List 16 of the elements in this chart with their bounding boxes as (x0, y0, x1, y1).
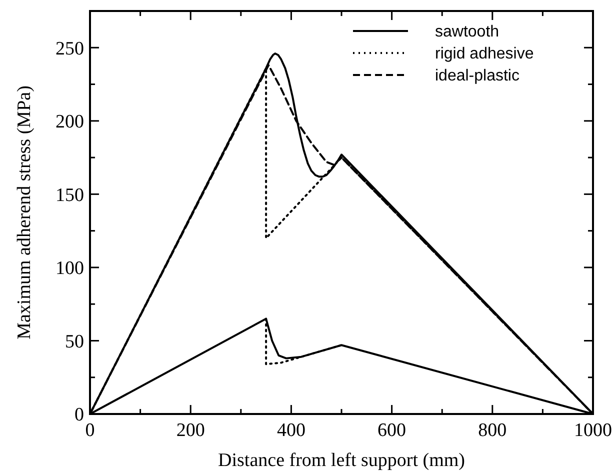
y-tick-label: 50 (65, 331, 84, 352)
y-tick-label: 250 (56, 38, 84, 60)
x-tick-label: 600 (378, 420, 406, 441)
legend-label: ideal-plastic (435, 68, 520, 85)
x-tick-label: 1000 (574, 420, 612, 441)
x-tick-label: 200 (176, 420, 205, 441)
y-axis-title: Maximum adherend stress (MPa) (14, 86, 35, 340)
legend-label: rigid adhesive (435, 46, 534, 63)
legend-label: sawtooth (435, 24, 500, 41)
x-tick-label: 400 (276, 420, 306, 441)
y-tick-label: 200 (56, 112, 84, 133)
y-tick-label: 150 (56, 184, 84, 206)
y-tick-label: 100 (56, 258, 84, 280)
x-axis-title: Distance from left support (mm) (218, 450, 465, 471)
x-tick-label: 800 (478, 420, 507, 441)
y-tick-label: 0 (74, 404, 84, 426)
